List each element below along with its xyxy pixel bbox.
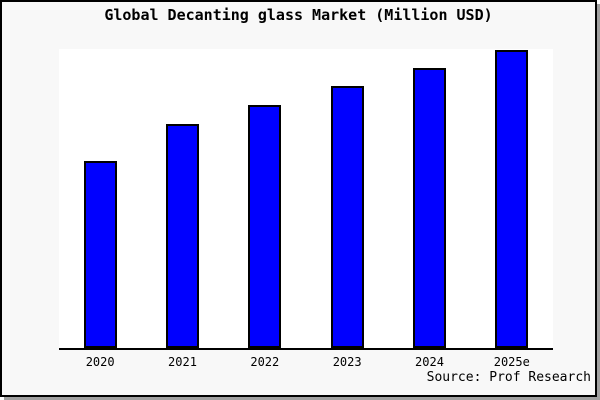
bar-2021 <box>165 124 199 348</box>
bar-slot-2020 <box>59 49 141 348</box>
bar-2020 <box>83 161 117 348</box>
x-tick-label-2023: 2023 <box>332 355 362 369</box>
x-axis-labels: 2020 2021 2022 2023 2024 2025e <box>59 355 553 369</box>
bar-2022 <box>248 105 282 348</box>
bar-2023 <box>330 86 364 348</box>
plot-area <box>59 49 553 350</box>
bar-2025e <box>495 50 529 348</box>
x-tick-label-2021: 2021 <box>168 355 197 369</box>
source-note: Source: Prof Research <box>426 370 591 385</box>
x-tick-label-2024: 2024 <box>415 355 444 369</box>
bar-slot-2024 <box>388 49 470 348</box>
bar-slot-2021 <box>141 49 223 348</box>
drop-shadow-right <box>597 4 600 400</box>
x-tick-label-2022: 2022 <box>250 355 280 369</box>
bar-slot-2023 <box>306 49 388 348</box>
drop-shadow-bottom <box>4 397 597 400</box>
x-tick-label-2020: 2020 <box>85 355 115 369</box>
x-tick-label-2025e: 2025e <box>493 355 530 369</box>
bar-slot-2025e <box>471 49 553 348</box>
bar-2024 <box>412 68 446 348</box>
bar-slot-2022 <box>224 49 306 348</box>
chart-title: Global Decanting glass Market (Million U… <box>104 6 493 24</box>
